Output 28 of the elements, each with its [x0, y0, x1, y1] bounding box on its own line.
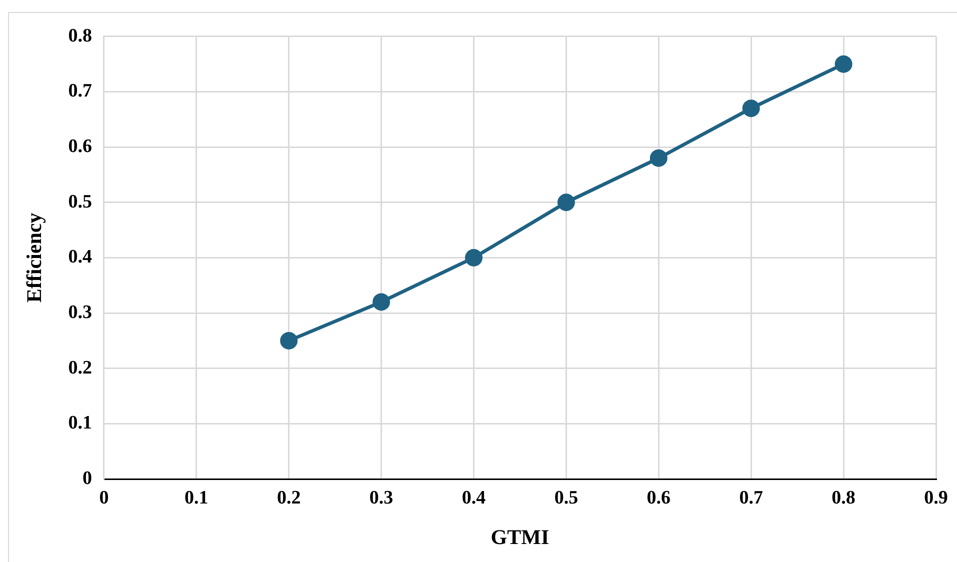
- y-tick-label: 0.1: [68, 412, 92, 434]
- y-tick-label: 0.4: [68, 246, 92, 268]
- x-tick-label: 0.5: [554, 487, 578, 508]
- x-tick-label: 0.3: [369, 487, 394, 508]
- point: [465, 248, 482, 266]
- point: [280, 332, 298, 350]
- x-tick-label: 0.8: [832, 487, 856, 508]
- point: [557, 194, 575, 212]
- x-tick-label: 0.7: [739, 487, 764, 508]
- y-tick-label: 0.5: [68, 191, 92, 212]
- point: [650, 149, 668, 167]
- point: [834, 55, 852, 73]
- point: [372, 293, 390, 311]
- x-tick-label: 0.6: [646, 487, 671, 508]
- x-axis-title: GTMI: [490, 524, 550, 549]
- y-tick-label: 0.8: [68, 25, 92, 46]
- x-tick-label: 0.4: [462, 487, 486, 508]
- x-tick-label: 0.2: [276, 487, 301, 508]
- point: [742, 100, 760, 118]
- y-axis-title: Efficiency: [22, 212, 46, 303]
- y-tick-label: 0.6: [68, 136, 92, 157]
- y-tick-label: 0.3: [68, 302, 92, 323]
- x-tick-label: 0.1: [184, 487, 208, 508]
- y-tick-label: 0.2: [68, 357, 92, 378]
- y-tick-label: 0: [82, 468, 92, 489]
- x-tick-label: 0: [99, 487, 109, 508]
- y-tick-label: 0.7: [68, 80, 92, 102]
- x-tick-label: 0.9: [924, 487, 948, 508]
